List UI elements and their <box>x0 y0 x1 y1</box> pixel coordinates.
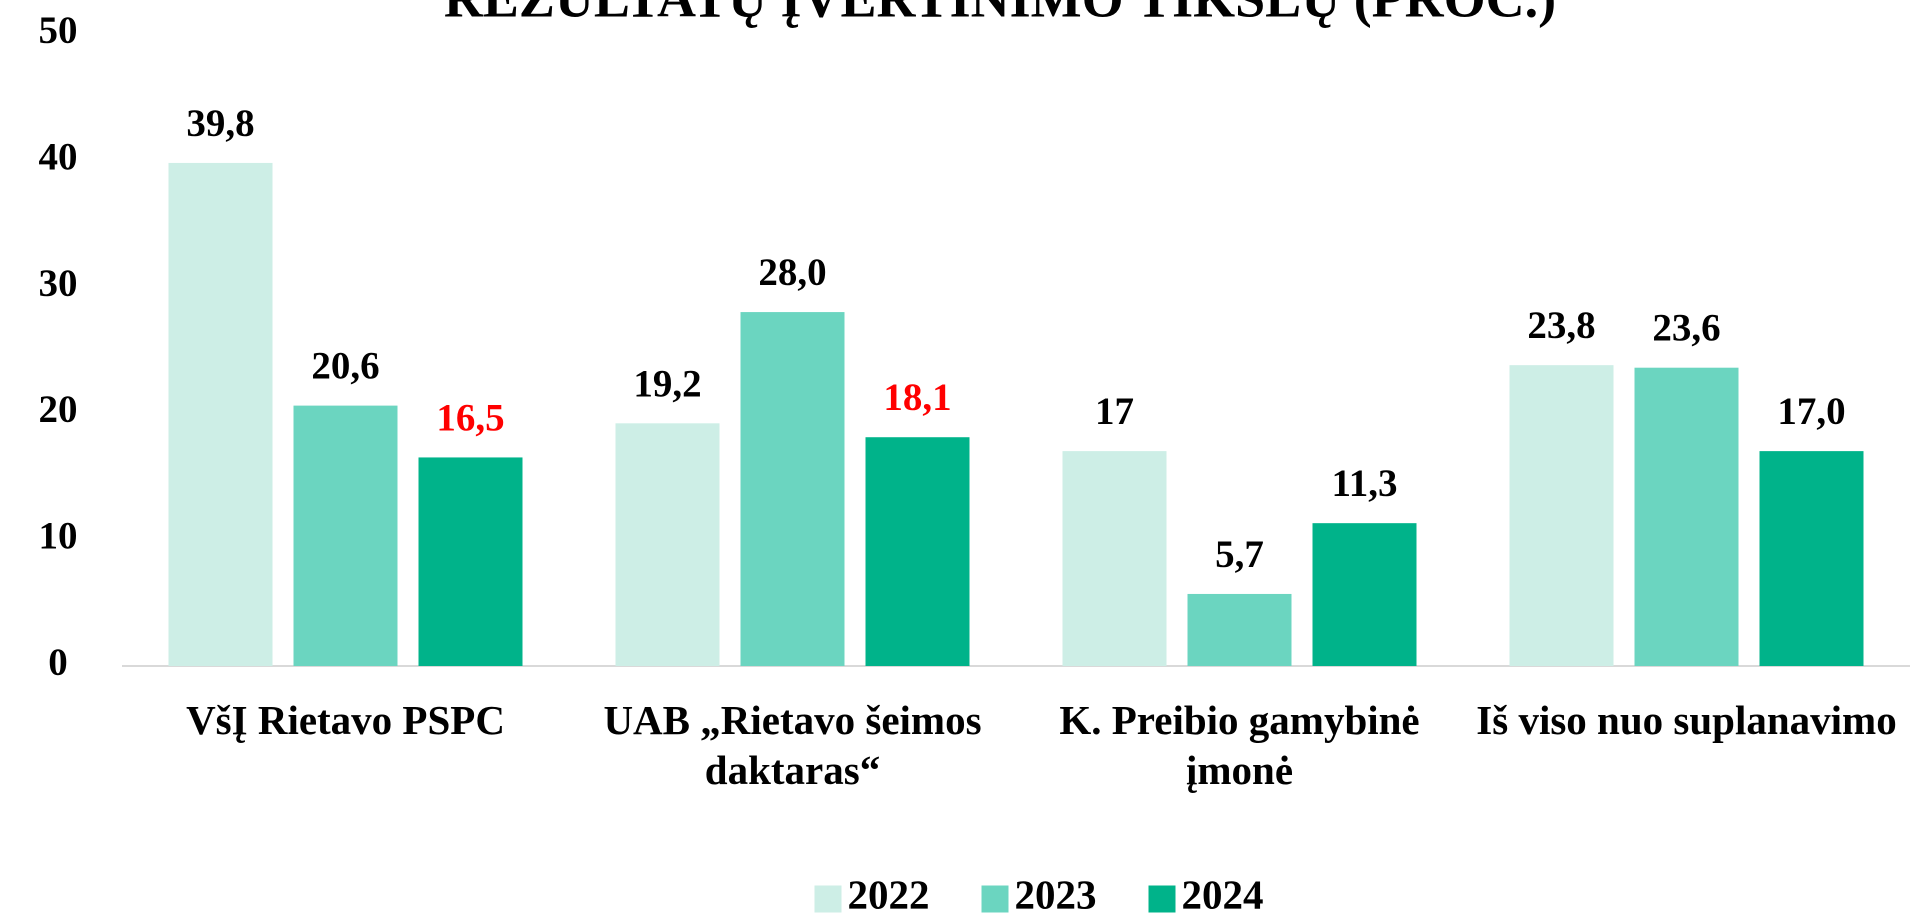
bar <box>1062 451 1167 666</box>
data-label: 23,8 <box>1527 304 1595 347</box>
bar <box>865 437 970 666</box>
y-tick-label: 10 <box>39 515 78 558</box>
y-tick-label: 0 <box>48 641 68 684</box>
legend-label: 2023 <box>1015 871 1097 917</box>
data-label: 20,6 <box>311 345 379 388</box>
x-tick-label: VšĮ Rietavo PSPC <box>186 697 505 743</box>
legend-label: 2022 <box>848 871 930 917</box>
bar <box>1312 523 1417 666</box>
legend-swatch <box>814 885 842 913</box>
legend-swatch <box>981 885 1009 913</box>
bar <box>615 423 720 666</box>
x-tick-label: UAB „Rietavo šeimos daktaras“ <box>603 697 982 793</box>
bar <box>293 405 398 666</box>
data-label: 5,7 <box>1215 533 1264 576</box>
legend-swatch <box>1148 885 1176 913</box>
bar <box>1509 365 1614 666</box>
y-tick-label: 30 <box>39 262 78 305</box>
data-label: 23,6 <box>1652 307 1720 350</box>
data-label: 11,3 <box>1331 462 1397 505</box>
data-label: 16,5 <box>436 396 504 439</box>
x-tick-label: K. Preibio gamybinė įmonė <box>1059 697 1420 793</box>
data-label: 28,0 <box>758 251 826 294</box>
y-tick-label: 20 <box>39 388 78 431</box>
data-label: 18,1 <box>883 376 951 419</box>
data-label: 17,0 <box>1777 390 1845 433</box>
legend-label: 2024 <box>1182 871 1264 917</box>
data-label: 39,8 <box>186 102 254 145</box>
bar <box>740 312 845 666</box>
chart-title: REZULTATŲ ĮVERTINIMO TIKSLŲ (PROC.) <box>444 0 1556 28</box>
data-label: 19,2 <box>633 362 701 405</box>
x-tick-label: Iš viso nuo suplanavimo <box>1476 697 1897 743</box>
bar <box>1759 451 1864 666</box>
y-tick-label: 40 <box>39 135 78 178</box>
bar <box>168 162 273 667</box>
bar <box>1634 367 1739 666</box>
y-tick-label: 50 <box>39 9 78 52</box>
bar <box>418 457 523 666</box>
data-label: 17 <box>1095 390 1134 433</box>
bar <box>1187 593 1292 666</box>
